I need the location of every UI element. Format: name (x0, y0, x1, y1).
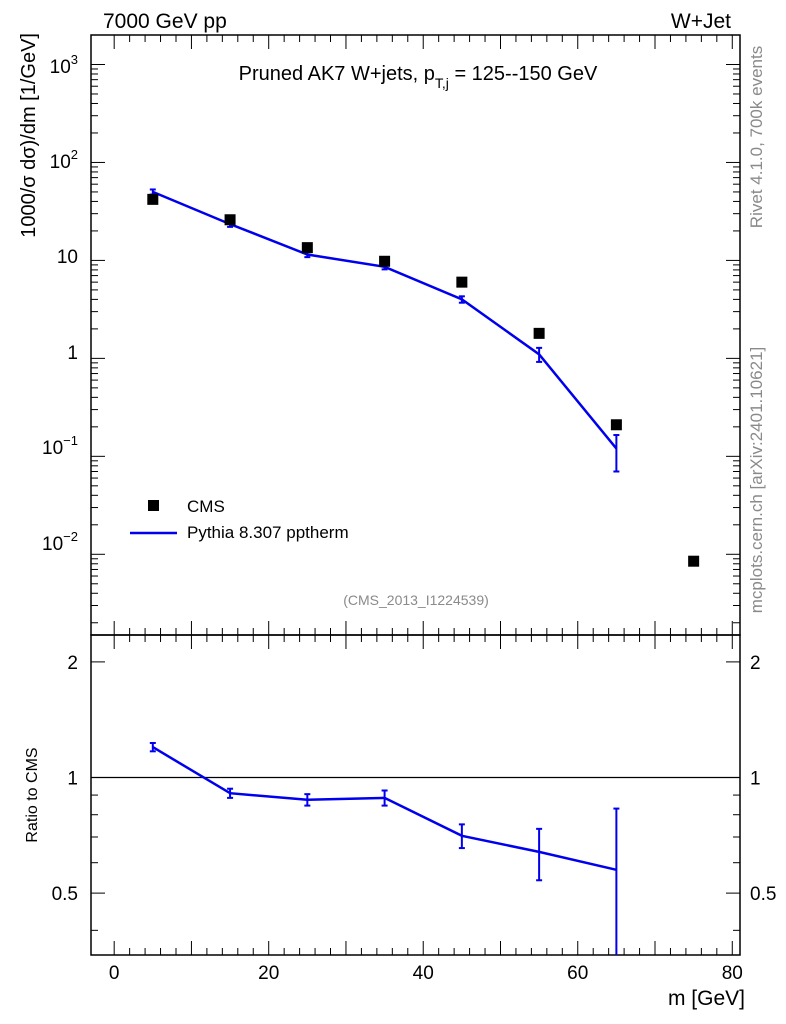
ytick-label-1000: 103 (50, 52, 78, 78)
ytick-label-100: 102 (50, 147, 78, 173)
main-y-axis-label: 1000/σ dσ)/dm [1/GeV] (18, 33, 40, 238)
cms-data-point (688, 555, 700, 567)
x-tick-label: 20 (258, 963, 279, 984)
x-axis-label: m [GeV] (668, 987, 745, 1010)
ratio-tick-labels: 0.5 0.5 1 1 2 2 (52, 653, 777, 905)
pythia-line (152, 190, 618, 450)
analysis-id: (CMS_2013_I1224539) (343, 592, 489, 608)
main-panel-frame (90, 34, 741, 636)
ytick-label-0.1-exp: −1 (63, 433, 78, 448)
ratio-y-tick-label-right: 1 (750, 769, 761, 790)
ratio-y-axis-label: Ratio to CMS (24, 747, 41, 842)
ratio-y-tick-label: 2 (67, 653, 78, 674)
ytick-label-1: 1 (67, 343, 78, 364)
main-y-tick-labels: 103 102 10 1 10−1 10−2 (42, 52, 78, 555)
main-panel-series (147, 188, 700, 567)
ratio-pythia-line (152, 746, 617, 872)
cms-data-point (610, 419, 622, 431)
x-tick-labels: 0 20 40 60 80 (109, 963, 743, 984)
main-title-rest: = 125--150 GeV (449, 63, 598, 85)
legend-marker-cms (148, 500, 159, 511)
ratio-y-tick-label: 1 (67, 769, 78, 790)
main-title: Pruned AK7 W+jets, pT,j = 125--150 GeV (239, 63, 598, 91)
cms-data-point (147, 193, 159, 205)
legend: CMS Pythia 8.307 pptherm (130, 497, 349, 542)
cms-data-point (379, 255, 391, 267)
header-energy: 7000 GeV pp (103, 10, 227, 33)
ytick-label-100-exp: 2 (71, 147, 78, 162)
ytick-label-1000-exp: 3 (71, 52, 78, 67)
ratio-panel-series (149, 741, 620, 955)
ratio-panel-frame (90, 634, 741, 956)
x-tick-label: 80 (722, 963, 743, 984)
ytick-label-0.01: 10−2 (42, 529, 78, 555)
main-title-sub: T,j (435, 75, 449, 91)
rivet-label: Rivet 4.1.0, 700k events (747, 46, 766, 228)
main-panel-ticks (91, 34, 740, 635)
x-tick-label: 60 (567, 963, 588, 984)
legend-label-cms: CMS (187, 497, 225, 516)
ratio-y-tick-label-right: 2 (750, 653, 761, 674)
ratio-panel-ticks (91, 635, 740, 955)
cms-data-point (224, 214, 236, 226)
ratio-y-tick-label: 0.5 (52, 884, 78, 905)
ratio-y-tick-label-right: 0.5 (750, 884, 776, 905)
main-title-text: Pruned AK7 W+jets, p (239, 63, 435, 85)
header-process: W+Jet (671, 10, 731, 33)
ytick-label-0.01-exp: −2 (63, 529, 78, 544)
cms-data-point (533, 327, 545, 339)
cms-data-point (456, 276, 468, 288)
x-tick-label: 0 (109, 963, 120, 984)
legend-label-pythia: Pythia 8.307 pptherm (187, 523, 349, 542)
x-tick-label: 40 (413, 963, 434, 984)
ytick-label-0.1: 10−1 (42, 433, 78, 459)
mcplots-label: mcplots.cern.ch [arXiv:2401.10621] (747, 347, 766, 613)
ytick-label-10: 10 (57, 247, 78, 268)
cms-data-point (301, 242, 313, 254)
